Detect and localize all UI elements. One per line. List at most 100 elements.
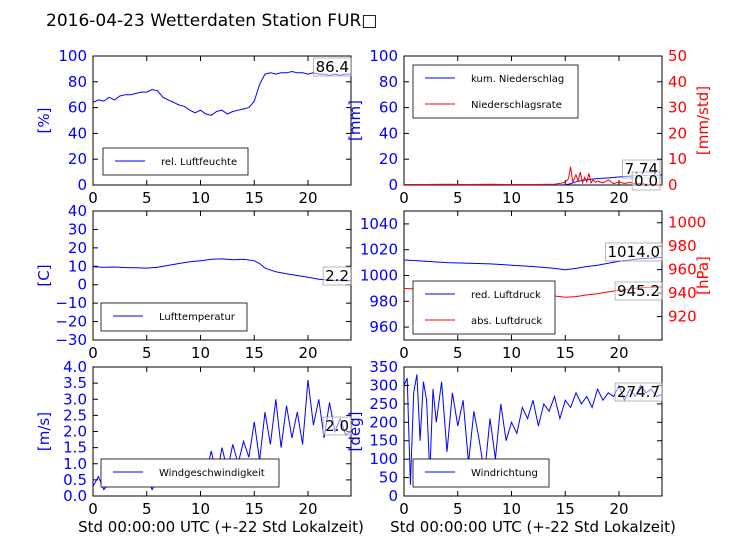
humidity-y-tick-label: 20 bbox=[68, 150, 87, 168]
temperature-annotation-0: 2.2 bbox=[325, 267, 349, 285]
pressure-y2-tick-label: 940 bbox=[668, 284, 697, 302]
humidity-series-0-line bbox=[93, 70, 351, 116]
precipitation-y-tick-label: 20 bbox=[379, 150, 398, 168]
figure-title: 2016-04-23 Wetterdaten Station FUR□ bbox=[46, 11, 377, 31]
humidity-x-tick-label: 10 bbox=[191, 189, 210, 207]
windspeed-legend-box bbox=[100, 458, 280, 488]
precipitation-y2-axis-label: [mm/std] bbox=[694, 86, 712, 155]
pressure-y2-tick-label: 1000 bbox=[668, 214, 706, 232]
humidity-legend-label-0: rel. Luftfeuchte bbox=[161, 157, 237, 168]
precipitation-y-tick-label: 0 bbox=[388, 176, 398, 194]
pressure-annotation-0: 1014.0 bbox=[608, 243, 661, 261]
windspeed-y-tick-label: 3.0 bbox=[63, 390, 87, 408]
temperature-y-axis-label: [C] bbox=[35, 264, 53, 286]
winddirection-x-tick-label: 15 bbox=[556, 500, 575, 518]
winddirection-y-tick-label: 100 bbox=[369, 450, 398, 468]
winddirection-legend-label-0: Windrichtung bbox=[471, 468, 538, 479]
temperature-y-tick-label: −10 bbox=[55, 294, 87, 312]
windspeed-y-tick-label: 3.5 bbox=[63, 374, 87, 392]
temperature-x-tick-label: 10 bbox=[191, 344, 210, 362]
windspeed-x-tick-label: 15 bbox=[245, 500, 264, 518]
temperature-series-0-line bbox=[93, 258, 351, 282]
precipitation-annotation-1: 0.0 bbox=[634, 172, 658, 190]
humidity-annotation-box-0 bbox=[313, 57, 352, 77]
precipitation-y-tick-label: 80 bbox=[379, 73, 398, 91]
humidity-x-tick-label: 5 bbox=[142, 189, 152, 207]
pressure-x-tick-label: 10 bbox=[502, 344, 521, 362]
humidity-y-tick-label: 0 bbox=[77, 176, 87, 194]
winddirection-x-tick-label: 0 bbox=[399, 500, 409, 518]
windspeed-x-tick-label: 5 bbox=[142, 500, 152, 518]
windspeed-annotation-0: 2.0 bbox=[325, 417, 349, 435]
precipitation-y2-tick-label: 20 bbox=[668, 124, 687, 142]
pressure-y2-tick-label: 920 bbox=[668, 308, 697, 326]
pressure-annotation-box-1 bbox=[614, 281, 663, 301]
precipitation-x-tick-label: 15 bbox=[556, 189, 575, 207]
winddirection-y-tick-label: 50 bbox=[379, 469, 398, 487]
precipitation-x-tick-label: 20 bbox=[609, 189, 628, 207]
precipitation-legend-label-1: Niederschlagsrate bbox=[471, 100, 562, 111]
pressure-legend-label-0: red. Luftdruck bbox=[471, 290, 541, 301]
humidity-axes-frame bbox=[92, 55, 352, 186]
humidity-y-tick-label: 100 bbox=[58, 47, 87, 65]
windspeed-y-tick-label: 1.5 bbox=[63, 439, 87, 457]
winddirection-legend-box bbox=[412, 458, 550, 488]
precipitation-y2-tick-label: 0 bbox=[668, 176, 678, 194]
pressure-y-tick-label: 960 bbox=[369, 318, 398, 336]
winddirection-y-axis-label: [deg] bbox=[346, 412, 364, 452]
temperature-y-tick-label: −20 bbox=[55, 313, 87, 331]
winddirection-y-tick-label: 250 bbox=[369, 395, 398, 413]
precipitation-y-tick-label: 100 bbox=[369, 47, 398, 65]
windspeed-y-tick-label: 2.0 bbox=[63, 423, 87, 441]
precipitation-y2-tick-label: 40 bbox=[668, 73, 687, 91]
temperature-annotation-box-0 bbox=[322, 266, 352, 286]
winddirection-y-tick-label: 200 bbox=[369, 413, 398, 431]
temperature-y-tick-label: 40 bbox=[68, 202, 87, 220]
windspeed-x-tick-label: 10 bbox=[191, 500, 210, 518]
temperature-y-tick-label: 10 bbox=[68, 257, 87, 275]
humidity-x-tick-label: 15 bbox=[245, 189, 264, 207]
precipitation-legend-label-0: kum. Niederschlag bbox=[471, 74, 564, 85]
temperature-y-tick-label: 30 bbox=[68, 220, 87, 238]
winddirection-y-tick-label: 300 bbox=[369, 376, 398, 394]
humidity-y-tick-label: 40 bbox=[68, 124, 87, 142]
temperature-y-tick-label: 20 bbox=[68, 239, 87, 257]
humidity-y-axis-label: [%] bbox=[35, 108, 53, 134]
humidity-x-tick-label: 0 bbox=[88, 189, 98, 207]
pressure-x-tick-label: 20 bbox=[609, 344, 628, 362]
winddirection-y-tick-label: 150 bbox=[369, 432, 398, 450]
temperature-x-tick-label: 15 bbox=[245, 344, 264, 362]
windspeed-y-tick-label: 0.5 bbox=[63, 471, 87, 489]
winddirection-x-tick-label: 10 bbox=[502, 500, 521, 518]
winddirection-annotation-0: 274.7 bbox=[617, 383, 660, 401]
temperature-legend-box bbox=[100, 302, 248, 332]
temperature-x-tick-label: 20 bbox=[298, 344, 317, 362]
pressure-y2-tick-label: 980 bbox=[668, 237, 697, 255]
precipitation-x-tick-label: 0 bbox=[399, 189, 409, 207]
pressure-y-tick-label: 980 bbox=[369, 292, 398, 310]
humidity-y-tick-label: 60 bbox=[68, 99, 87, 117]
precipitation-x-tick-label: 10 bbox=[502, 189, 521, 207]
pressure-legend-box bbox=[412, 280, 556, 335]
humidity-y-tick-label: 80 bbox=[68, 73, 87, 91]
pressure-y-tick-label: 1020 bbox=[360, 241, 398, 259]
temperature-y-tick-label: −30 bbox=[55, 331, 87, 349]
precipitation-y2-tick-label: 50 bbox=[668, 47, 687, 65]
humidity-x-tick-label: 20 bbox=[298, 189, 317, 207]
pressure-x-tick-label: 15 bbox=[556, 344, 575, 362]
windspeed-y-tick-label: 0.0 bbox=[63, 487, 87, 505]
temperature-x-tick-label: 5 bbox=[142, 344, 152, 362]
windspeed-x-tick-label: 0 bbox=[88, 500, 98, 518]
winddirection-x-tick-label: 5 bbox=[453, 500, 463, 518]
temperature-legend-label-0: Lufttemperatur bbox=[159, 312, 236, 323]
winddirection-axes-frame bbox=[403, 366, 663, 497]
precipitation-annotation-box-1 bbox=[631, 171, 661, 191]
pressure-y2-axis-label: [hPa] bbox=[694, 256, 712, 295]
precipitation-y2-tick-label: 30 bbox=[668, 99, 687, 117]
pressure-x-tick-label: 5 bbox=[453, 344, 463, 362]
precipitation-y2-tick-label: 10 bbox=[668, 150, 687, 168]
precipitation-legend-box bbox=[412, 64, 579, 119]
temperature-x-tick-label: 0 bbox=[88, 344, 98, 362]
precipitation-y-axis-label: [mm] bbox=[346, 100, 364, 141]
